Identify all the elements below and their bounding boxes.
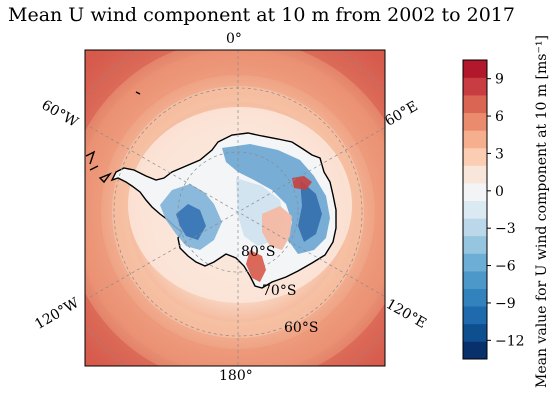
east-red-jet — [292, 176, 312, 190]
map-gridlines — [85, 50, 385, 366]
map-panel — [85, 50, 385, 366]
colorbar-tick-label: −6 — [495, 259, 516, 275]
colorbar-tick-label: 3 — [495, 146, 504, 162]
colorbar-segment — [463, 130, 487, 149]
colorbar-segment — [463, 306, 487, 325]
colorbar-segment — [463, 60, 487, 78]
colorbar-frame — [462, 59, 488, 360]
colorbar-segment — [463, 271, 487, 289]
lat-label-80s: 80°S — [241, 244, 276, 260]
colorbar — [463, 60, 487, 360]
colorbar-ticks: 9 6 3 0 −3 −6 −9 −12 — [487, 72, 525, 349]
colorbar-tick-label: 0 — [495, 184, 504, 200]
lon-label-180: 180° — [219, 368, 253, 384]
meridian-120w-60e — [85, 127, 385, 301]
colorbar-segment — [463, 341, 487, 360]
peninsula-tip — [98, 172, 113, 184]
colorbar-tick-label: −9 — [495, 296, 516, 312]
colorbar-label: Mean value for U wind component at 10 m … — [534, 35, 550, 388]
colorbar-segment — [463, 77, 487, 96]
colorbar-segment — [463, 253, 487, 272]
east-blue-core — [298, 180, 322, 242]
lat-label-70s: 70°S — [262, 283, 297, 299]
figure-title: Mean U wind component at 10 m from 2002 … — [8, 4, 515, 26]
colorbar-tick-label: −12 — [495, 333, 525, 349]
colorbar-segment — [463, 200, 487, 219]
lon-label-0: 0° — [226, 31, 242, 47]
colorbar-segment — [463, 183, 487, 202]
colorbar-segment — [463, 165, 487, 184]
ross-red-jet — [246, 250, 266, 282]
map-frame — [84, 49, 386, 367]
colorbar-segment — [463, 323, 487, 342]
colorbar-tick-label: 9 — [495, 72, 504, 88]
colorbar-tick-label: −3 — [495, 221, 516, 237]
west-blue-core — [176, 204, 206, 240]
colorbar-segment — [463, 235, 487, 254]
colorbar-segment — [463, 288, 487, 307]
colorbar-segment — [463, 95, 487, 114]
colorbar-segment — [463, 147, 487, 166]
lat-label-60s: 60°S — [284, 320, 319, 336]
south-georgia-islands — [85, 91, 141, 171]
colorbar-segment — [463, 218, 487, 237]
colorbar-tick-label: 6 — [495, 109, 504, 125]
colorbar-segment — [463, 112, 487, 131]
